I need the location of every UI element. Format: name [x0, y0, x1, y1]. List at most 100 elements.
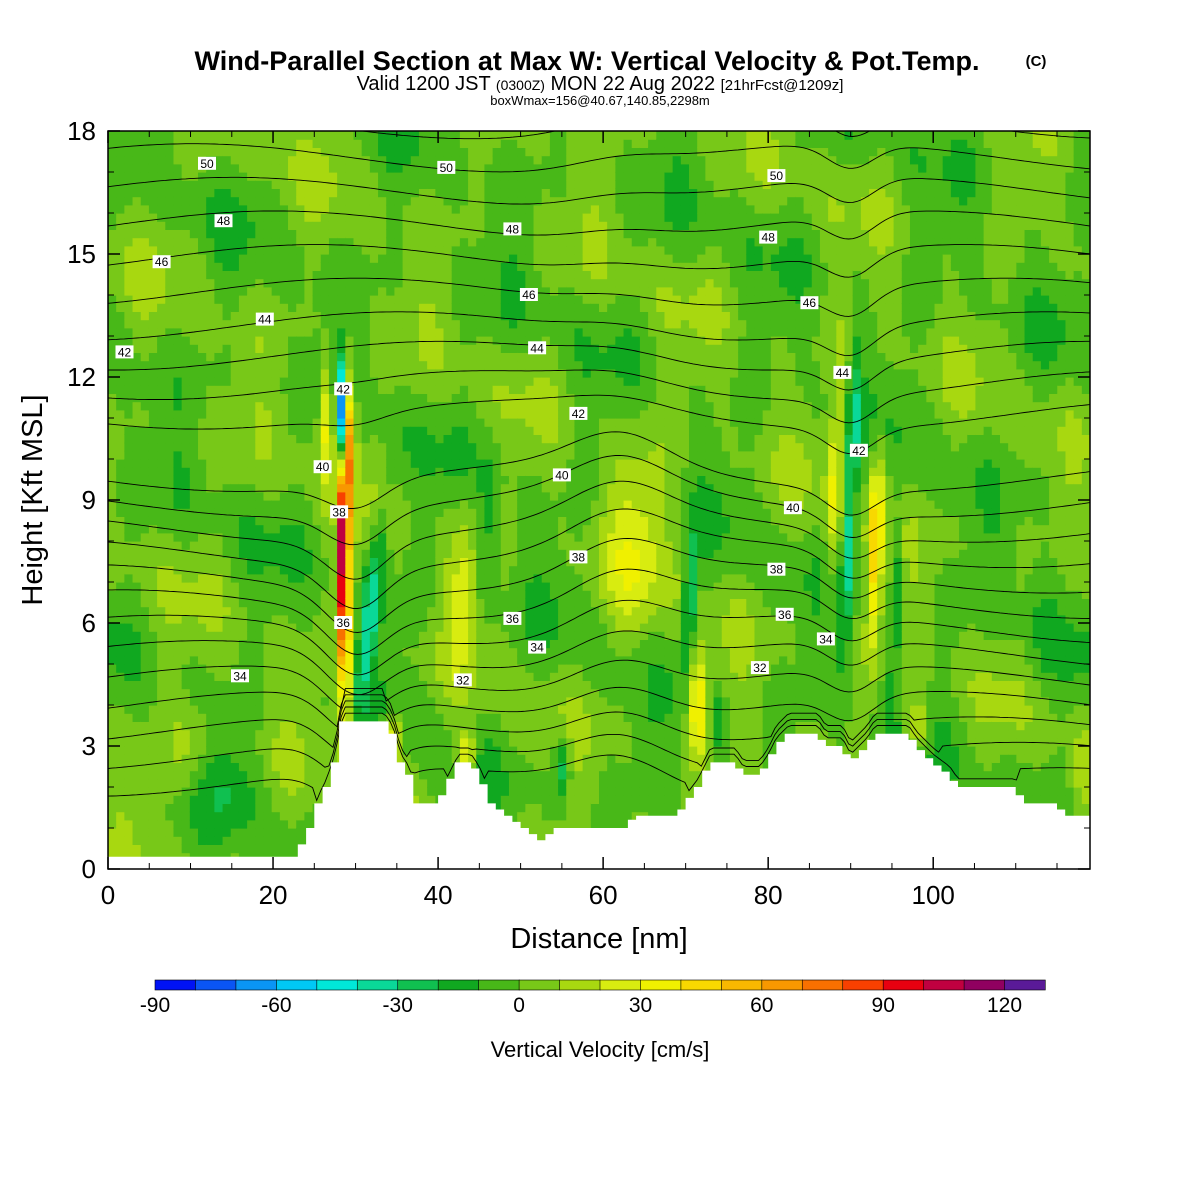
velocity-cell [558, 631, 567, 640]
velocity-cell [492, 163, 502, 173]
velocity-cell [369, 262, 379, 271]
velocity-cell [517, 213, 526, 222]
velocity-cell [402, 303, 412, 312]
velocity-cell [328, 336, 338, 345]
velocity-cell [418, 180, 428, 189]
velocity-cell [361, 229, 371, 239]
velocity-cell [198, 213, 207, 222]
velocity-cell [378, 467, 387, 476]
velocity-cell [476, 204, 486, 214]
velocity-cell [238, 286, 248, 296]
velocity-cell [369, 549, 379, 558]
velocity-cell [108, 327, 117, 337]
velocity-cell [476, 196, 486, 206]
velocity-cell [394, 401, 404, 411]
velocity-cell [394, 746, 404, 755]
velocity-cell [328, 418, 338, 427]
velocity-cell [173, 483, 183, 493]
velocity-cell [378, 278, 387, 288]
velocity-cell [427, 590, 436, 599]
velocity-cell [255, 418, 265, 427]
velocity-cell [173, 491, 183, 501]
velocity-cell [238, 516, 248, 526]
velocity-cell [157, 655, 166, 665]
velocity-cell [247, 680, 256, 690]
velocity-cell [140, 672, 150, 681]
velocity-cell [296, 696, 305, 706]
velocity-cell [271, 393, 281, 403]
velocity-cell [157, 614, 166, 624]
velocity-cell [222, 524, 232, 534]
velocity-cell [508, 590, 518, 599]
velocity-cell [533, 426, 543, 435]
velocity-cell [238, 385, 248, 394]
velocity-cell [459, 319, 469, 329]
velocity-cell [492, 409, 502, 419]
velocity-cell [132, 147, 142, 157]
velocity-cell [288, 295, 297, 304]
velocity-cell [230, 483, 240, 493]
velocity-cell [238, 393, 248, 403]
velocity-cell [517, 696, 526, 706]
velocity-cell [369, 442, 379, 452]
velocity-cell [533, 467, 543, 476]
velocity-cell [541, 278, 551, 288]
velocity-cell [140, 336, 150, 345]
velocity-cell [124, 245, 134, 255]
velocity-cell [247, 303, 256, 312]
velocity-cell [427, 647, 436, 657]
velocity-cell [271, 795, 281, 804]
velocity-cell [345, 172, 355, 181]
velocity-cell [443, 516, 453, 526]
velocity-cell [345, 368, 355, 378]
velocity-cell [402, 360, 412, 370]
velocity-cell [124, 787, 134, 796]
velocity-cell [517, 516, 526, 526]
velocity-cell [255, 647, 265, 657]
velocity-cell [369, 245, 379, 255]
velocity-cell [500, 606, 510, 616]
velocity-cell [296, 795, 305, 804]
velocity-cell [165, 278, 175, 288]
velocity-cell [279, 196, 289, 206]
velocity-cell [230, 377, 240, 386]
velocity-cell [328, 426, 338, 435]
velocity-cell [279, 778, 289, 788]
velocity-cell [247, 532, 256, 542]
velocity-cell [451, 508, 461, 517]
velocity-cell [533, 762, 543, 772]
velocity-cell [541, 204, 551, 214]
velocity-cell [369, 139, 379, 148]
velocity-cell [361, 541, 371, 550]
velocity-cell [206, 557, 215, 567]
velocity-cell [279, 844, 289, 854]
velocity-cell [214, 368, 224, 378]
velocity-cell [206, 614, 215, 624]
velocity-cell [312, 721, 322, 731]
velocity-cell [492, 188, 502, 198]
velocity-cell [418, 213, 428, 222]
velocity-cell [312, 746, 322, 755]
velocity-cell [230, 754, 240, 763]
velocity-cell [345, 442, 355, 452]
velocity-cell [549, 705, 559, 714]
velocity-cell [312, 778, 322, 788]
velocity-cell [541, 426, 551, 435]
velocity-cell [247, 803, 256, 813]
velocity-cell [230, 270, 240, 280]
velocity-cell [328, 245, 338, 255]
velocity-cell [443, 237, 453, 247]
velocity-cell [320, 245, 330, 255]
velocity-cell [189, 229, 199, 239]
velocity-cell [288, 254, 297, 263]
velocity-cell [451, 327, 461, 337]
velocity-cell [549, 524, 559, 534]
velocity-cell [525, 336, 535, 345]
velocity-cell [247, 393, 256, 403]
velocity-cell [238, 163, 248, 173]
velocity-cell [206, 713, 215, 722]
velocity-cell [517, 442, 526, 452]
velocity-cell [263, 155, 273, 165]
velocity-cell [459, 188, 469, 198]
velocity-cell [394, 565, 404, 575]
